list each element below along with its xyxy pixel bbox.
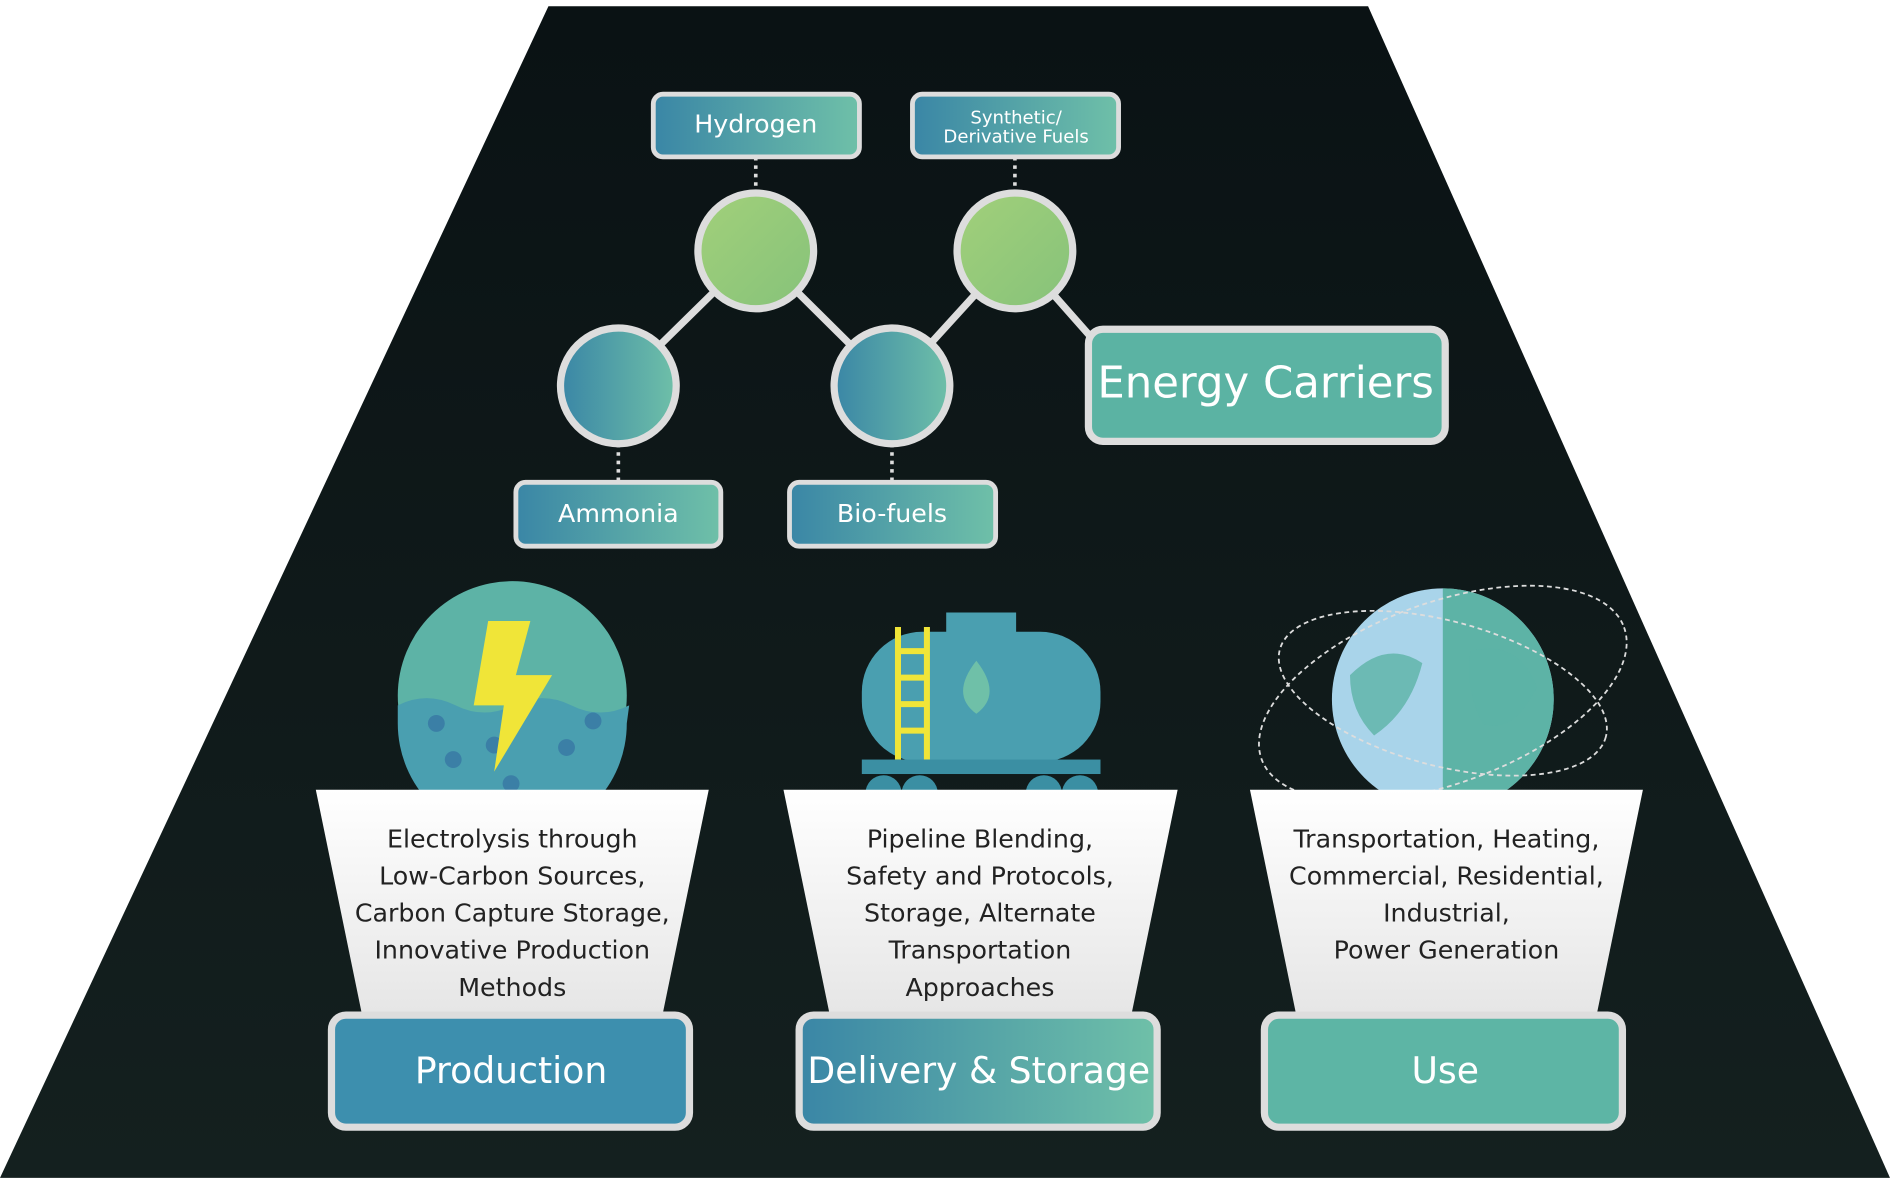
pillar-description: Commercial, Residential, bbox=[1289, 861, 1604, 890]
pillar-texts: Electrolysis through Low-Carbon Sources, C… bbox=[355, 824, 1604, 1092]
dotted-links bbox=[616, 156, 1017, 483]
pillar-description: Electrolysis through bbox=[387, 824, 638, 853]
carrier-label: Ammonia bbox=[558, 499, 679, 528]
pillar-description: Carbon Capture Storage, bbox=[355, 899, 670, 928]
pillar-description: Pipeline Blending, bbox=[867, 824, 1093, 853]
globe-icon bbox=[1258, 584, 1628, 811]
pillar-description: Industrial, bbox=[1383, 899, 1510, 928]
pillar-description: Safety and Protocols, bbox=[846, 861, 1114, 890]
carrier-label: Derivative Fuels bbox=[943, 127, 1088, 148]
pillar-description: Methods bbox=[458, 973, 566, 1002]
pillar-boxes bbox=[327, 1011, 1627, 1131]
pillar-description: Approaches bbox=[905, 973, 1054, 1002]
carrier-label: Hydrogen bbox=[694, 110, 817, 139]
pillar-description: Low-Carbon Sources, bbox=[379, 861, 645, 890]
pillar-description: Power Generation bbox=[1334, 936, 1560, 965]
carriers-title: Energy Carriers bbox=[1097, 358, 1434, 408]
carrier-label: Bio-fuels bbox=[837, 499, 947, 528]
nodes bbox=[556, 189, 1077, 448]
pillar-description: Transportation, Heating, bbox=[1292, 824, 1599, 853]
pillar-description: Transportation bbox=[888, 936, 1072, 965]
carrier-label: Synthetic/ bbox=[970, 107, 1062, 128]
pillar-title: Production bbox=[415, 1049, 607, 1092]
pillar-description: Storage, Alternate bbox=[864, 899, 1096, 928]
cups bbox=[315, 789, 1643, 1013]
label-boxes bbox=[513, 91, 1449, 549]
pillar-description: Innovative Production bbox=[374, 936, 650, 965]
production-icon bbox=[397, 581, 630, 838]
pillar-title: Use bbox=[1411, 1049, 1479, 1092]
pillar-title: Delivery & Storage bbox=[807, 1049, 1150, 1092]
